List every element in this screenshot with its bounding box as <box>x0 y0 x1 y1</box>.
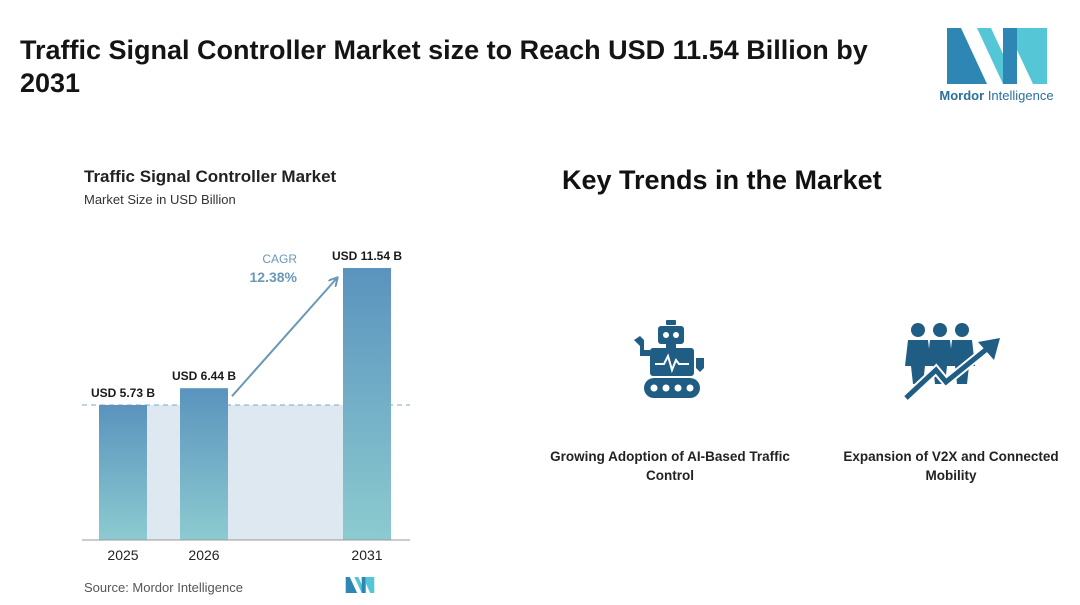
x-tick-label-2025: 2025 <box>107 547 138 563</box>
brand-name: Mordor Intelligence <box>939 88 1054 103</box>
bar-value-label-2025: USD 5.73 B <box>91 386 155 400</box>
x-tick-label-2031: 2031 <box>351 547 382 563</box>
trend-label-ai-traffic: Growing Adoption of AI-Based Traffic Con… <box>550 449 790 483</box>
chart-source: Source: Mordor Intelligence <box>84 580 243 595</box>
trends-title: Key Trends in the Market <box>562 165 882 195</box>
reference-band <box>99 404 391 540</box>
page-title: Traffic Signal Controller Market size to… <box>20 35 868 98</box>
bar-value-label-2026: USD 6.44 B <box>172 369 236 383</box>
cagr-label: CAGR <box>262 252 297 266</box>
trend-label-v2x: Expansion of V2X and Connected Mobility <box>843 449 1059 483</box>
logo-mark-icon <box>947 28 1047 84</box>
chart-subtitle: Market Size in USD Billion <box>84 192 236 207</box>
source-logo-icon <box>345 577 375 593</box>
bar-value-label-2031: USD 11.54 B <box>332 249 402 263</box>
people-growth-icon <box>902 323 1000 402</box>
market-size-chart: USD 5.73 B 2025 USD 6.44 B 2026 USD 11.54 B 2… <box>82 249 410 563</box>
x-tick-label-2026: 2026 <box>188 547 219 563</box>
robot-icon <box>634 320 704 398</box>
chart-title: Traffic Signal Controller Market <box>84 167 337 186</box>
bar-2025 <box>99 404 147 540</box>
cagr-arrow <box>231 278 337 397</box>
brand-logo: Mordor Intelligence <box>934 28 1059 108</box>
bar-2031 <box>343 268 391 540</box>
cagr-value: 12.38% <box>250 269 298 285</box>
bar-2026 <box>180 388 228 540</box>
